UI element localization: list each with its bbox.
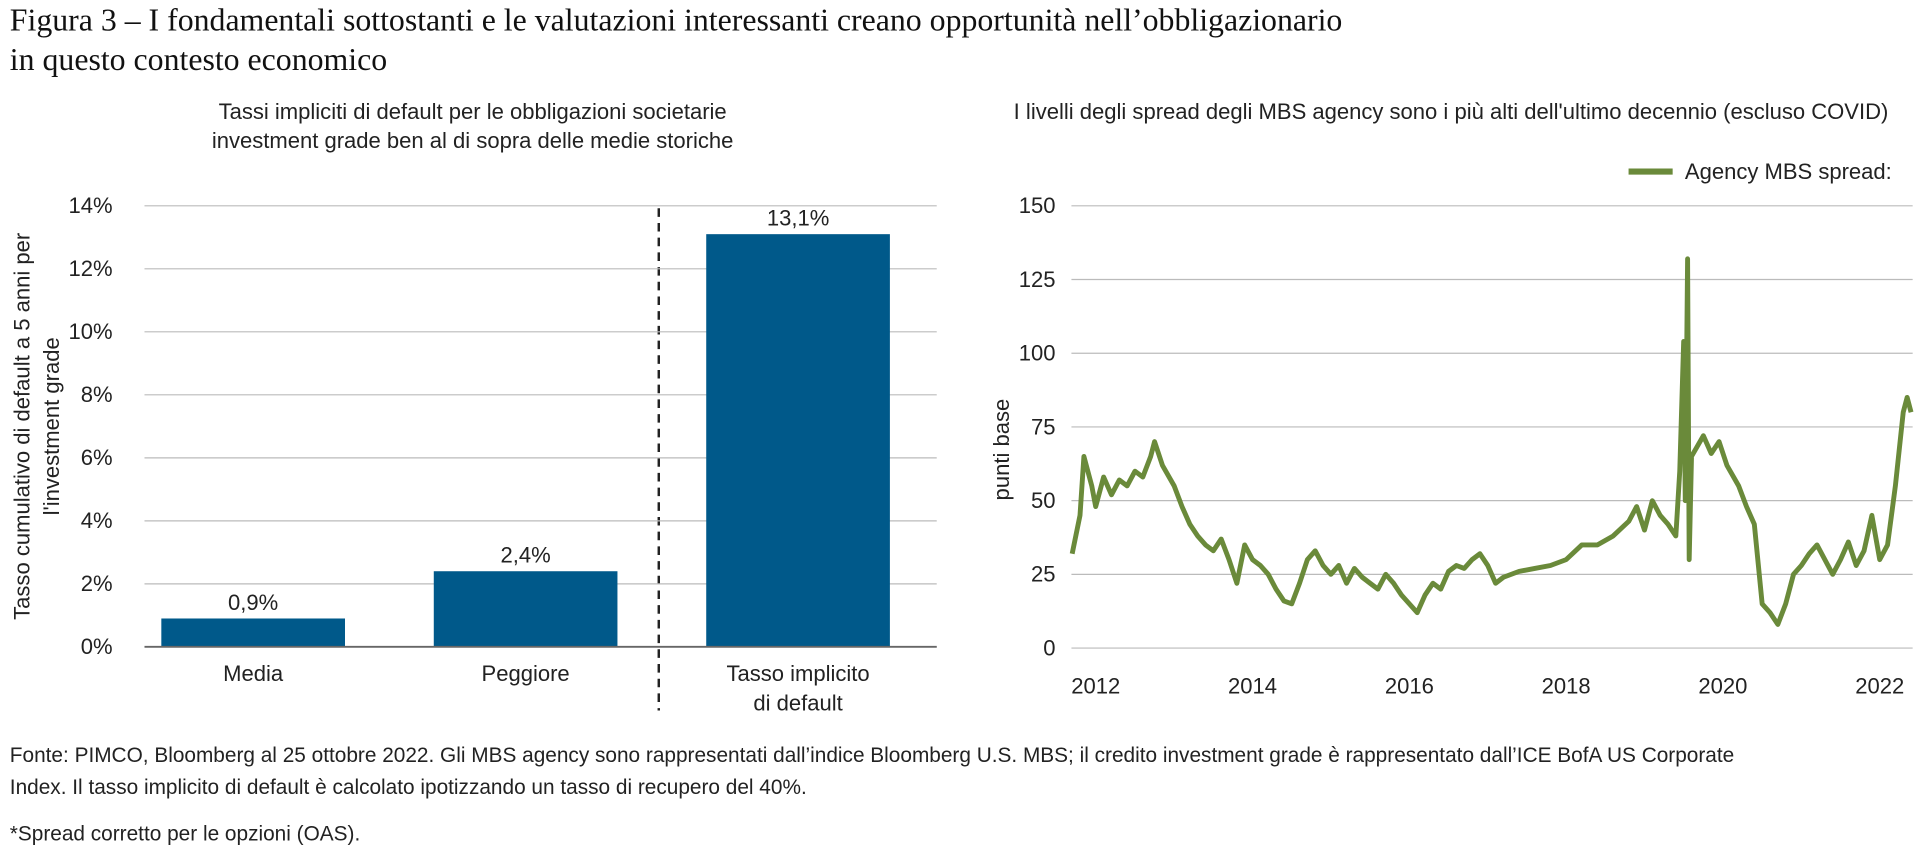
- y-tick-label: 10%: [69, 319, 113, 344]
- footnote: *Spread corretto per le opzioni (OAS).: [10, 822, 360, 845]
- x-tick-label: 2022: [1855, 673, 1904, 698]
- y-tick-label: 6%: [81, 445, 113, 470]
- data-label: 13,1%: [767, 206, 829, 231]
- line-series: [1069, 256, 1914, 627]
- y-tick-label: 12%: [69, 256, 113, 281]
- bar: [161, 618, 345, 647]
- y-tick-label: 75: [1031, 414, 1056, 439]
- y-tick-label: 50: [1031, 488, 1056, 513]
- data-label: 0,9%: [228, 590, 278, 615]
- data-label: 2,4%: [501, 543, 551, 568]
- y-axis-label: punti base: [989, 399, 1014, 501]
- y-axis-label: Tasso cumulativo di default a 5 anni per…: [9, 233, 63, 620]
- source-note: Fonte: PIMCO, Bloomberg al 25 ottobre 20…: [10, 744, 1734, 799]
- x-tick-label: 2014: [1228, 673, 1277, 698]
- x-tick-label: 2012: [1071, 673, 1120, 698]
- x-tick-label: 2020: [1698, 673, 1747, 698]
- y-tick-label: 2%: [81, 571, 113, 596]
- chart-title: Tassi impliciti di default per le obblig…: [212, 99, 734, 153]
- bar: [706, 234, 890, 647]
- legend-label: Agency MBS spread:: [1685, 159, 1892, 184]
- x-tick-label: Media: [223, 661, 284, 686]
- x-tick-label: 2018: [1542, 673, 1591, 698]
- y-tick-label: 100: [1019, 341, 1056, 366]
- y-tick-label: 0%: [81, 634, 113, 659]
- y-tick-label: 14%: [69, 193, 113, 218]
- y-tick-label: 25: [1031, 562, 1056, 587]
- y-tick-label: 125: [1019, 267, 1056, 292]
- chart-title: I livelli degli spread degli MBS agency …: [1014, 99, 1889, 124]
- y-tick-label: 150: [1019, 193, 1056, 218]
- x-tick-label: Tasso implicito di default: [726, 661, 869, 715]
- y-tick-label: 0: [1043, 635, 1055, 660]
- bar: [433, 571, 618, 647]
- x-tick-label: 2016: [1385, 673, 1434, 698]
- y-tick-label: 4%: [81, 508, 113, 533]
- page-title: Figura 3 – I fondamentali sottostanti e …: [10, 3, 1343, 77]
- y-tick-label: 8%: [81, 382, 113, 407]
- x-tick-label: Peggiore: [482, 661, 570, 686]
